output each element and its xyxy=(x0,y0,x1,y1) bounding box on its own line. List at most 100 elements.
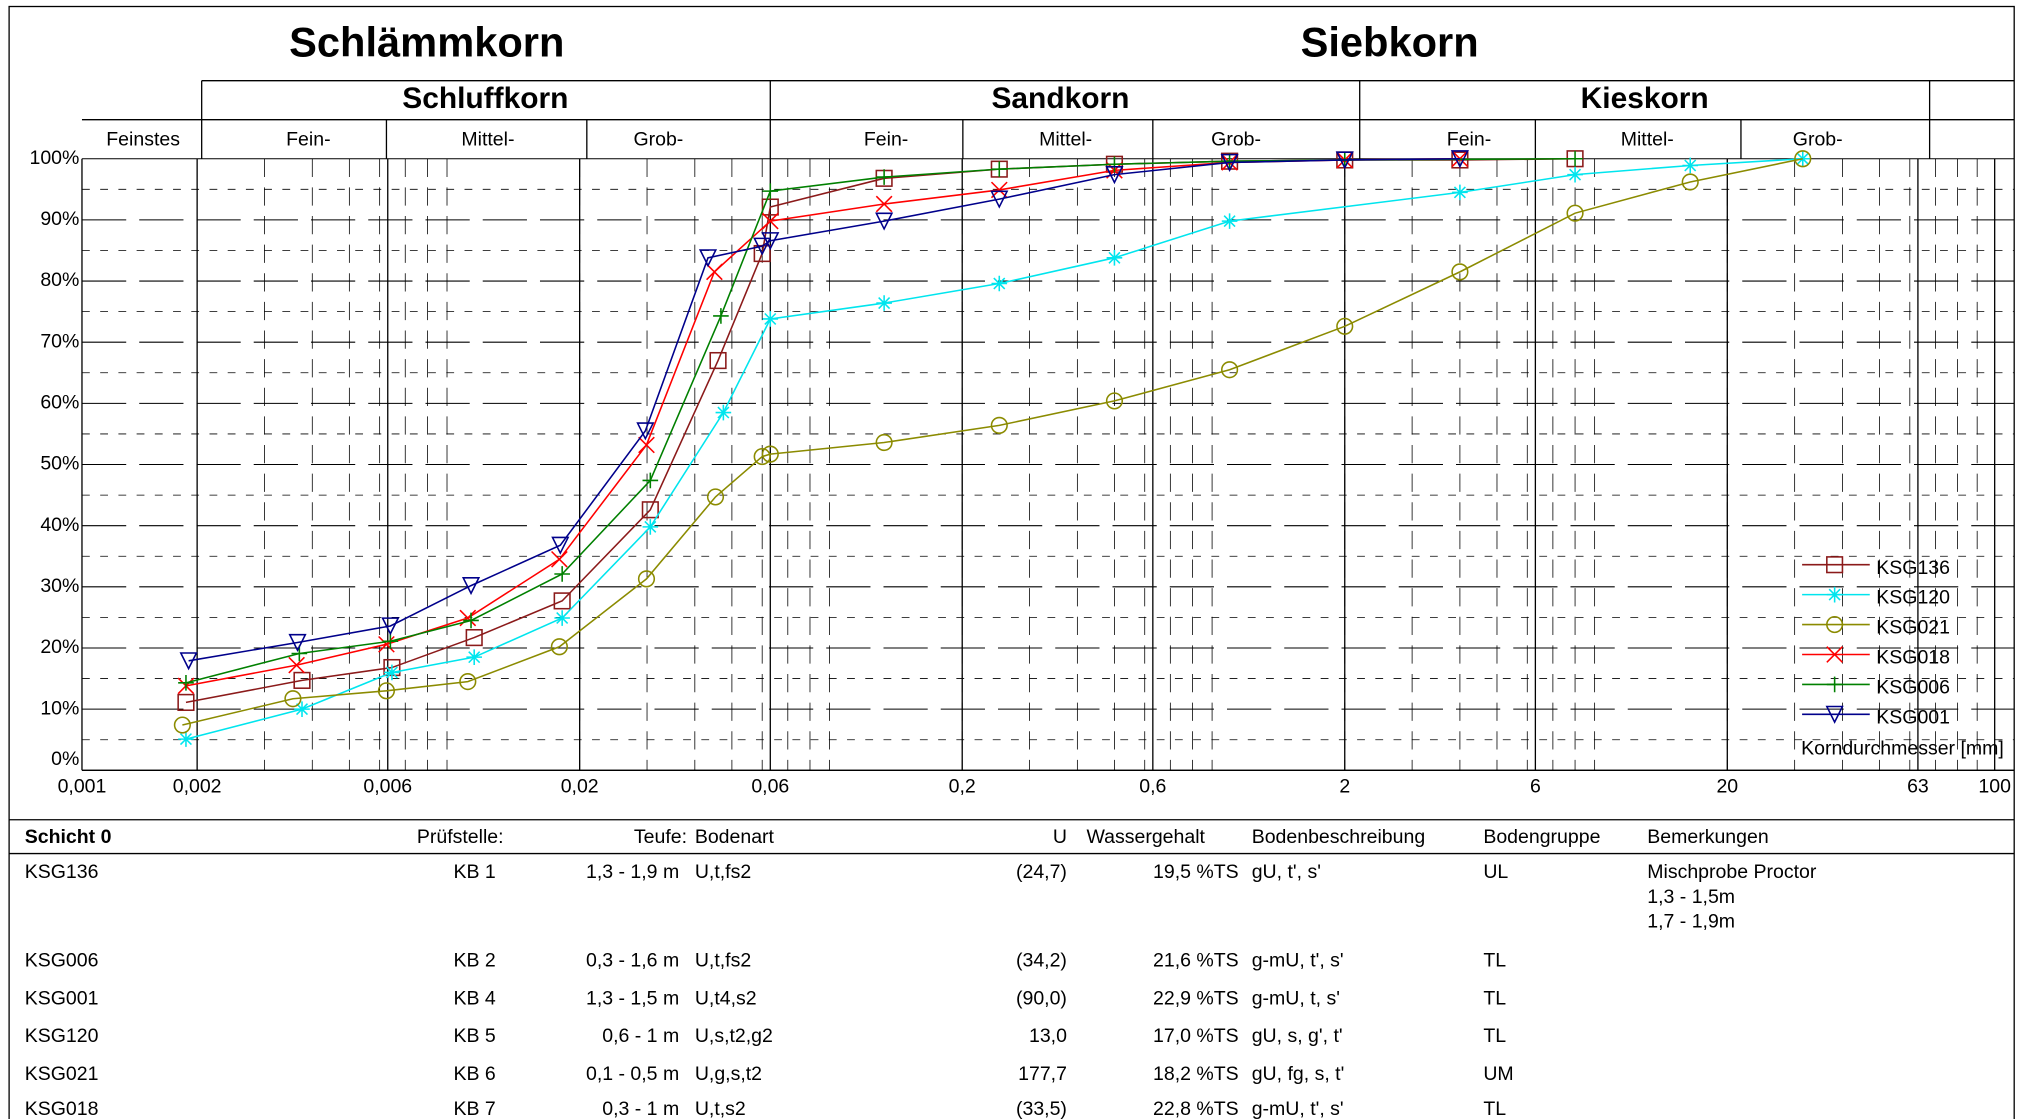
fraction-label: Mittel- xyxy=(1621,129,1674,151)
x-tick-label: 0,002 xyxy=(173,775,222,797)
table-cell: 0,3 - 1,6 m xyxy=(586,950,679,972)
column-header: Bodengruppe xyxy=(1483,826,1600,848)
table-cell: KSG136 xyxy=(25,861,99,883)
marker xyxy=(876,295,892,311)
marker xyxy=(1826,586,1843,603)
table-title: Schicht 0 xyxy=(25,826,112,848)
marker xyxy=(1451,263,1469,281)
table-cell: KB 6 xyxy=(453,1063,495,1085)
column-header: Bemerkungen xyxy=(1647,826,1768,848)
x-tick-label: 0,06 xyxy=(751,775,789,797)
marker xyxy=(637,570,656,588)
x-tick-label: 63 xyxy=(1907,775,1929,797)
table-cell: U,t,s2 xyxy=(695,1098,746,1119)
marker xyxy=(1452,184,1468,201)
table-cell: 21,6 %TS xyxy=(1153,950,1239,972)
fraction-label: Mittel- xyxy=(1039,129,1092,151)
marker xyxy=(1826,556,1844,574)
y-tick-label: 60% xyxy=(40,392,79,414)
marker xyxy=(761,232,780,251)
fraction-label: Grob- xyxy=(1211,129,1261,151)
legend-label: KSG018 xyxy=(1876,647,1950,669)
marker xyxy=(1567,150,1583,167)
marker xyxy=(1220,153,1239,172)
table-cell: KB 5 xyxy=(453,1025,495,1047)
marker xyxy=(1825,705,1844,724)
marker xyxy=(1336,317,1354,335)
table-cell: UL xyxy=(1483,861,1508,883)
marker xyxy=(642,472,659,489)
y-tick-label: 70% xyxy=(40,330,79,352)
marker xyxy=(761,212,779,230)
marker xyxy=(991,161,1008,177)
header-separators xyxy=(201,80,1931,159)
marker xyxy=(288,656,305,674)
x-tick-label: 0,2 xyxy=(949,775,976,797)
marker xyxy=(706,263,723,281)
table-cell: 13,0 xyxy=(1029,1025,1067,1047)
marker xyxy=(288,633,307,653)
marker xyxy=(377,682,396,700)
fraction-label: Grob- xyxy=(1793,129,1843,151)
marker xyxy=(554,566,570,582)
column-header: Wassergehalt xyxy=(1086,826,1205,848)
marker xyxy=(465,628,483,647)
marker xyxy=(382,633,399,650)
table-cell: U,s,t2,g2 xyxy=(695,1025,773,1047)
marker xyxy=(762,183,779,199)
group-label: Schluffkorn xyxy=(402,82,568,115)
table-cell: 22,9 %TS xyxy=(1153,987,1239,1009)
title: Siebkorn xyxy=(1301,19,1479,66)
column-header: Prüfstelle: xyxy=(417,826,504,848)
fraction-label: Fein- xyxy=(286,129,330,151)
table-cell: 177,7 xyxy=(1018,1063,1067,1085)
x-tick-label: 2 xyxy=(1339,775,1350,797)
marker xyxy=(990,416,1008,434)
table-cell: TL xyxy=(1483,987,1506,1009)
marker xyxy=(698,249,718,268)
table-cell: KB 4 xyxy=(453,987,495,1009)
marker xyxy=(177,693,195,711)
legend-label: KSG120 xyxy=(1876,587,1950,609)
table-cell: 18,2 %TS xyxy=(1153,1063,1239,1085)
table-cell: (33,5) xyxy=(1016,1098,1067,1119)
column-header: U xyxy=(1053,826,1067,848)
series-line xyxy=(185,157,1576,684)
table-cell: 0,1 - 0,5 m xyxy=(586,1063,679,1085)
marker xyxy=(293,671,311,689)
table-cell: gU, fg, s, t' xyxy=(1252,1063,1345,1085)
table-cell: gU, t', s' xyxy=(1252,861,1321,883)
y-tick-label: 90% xyxy=(40,208,79,230)
x-tick-label: 20 xyxy=(1716,775,1738,797)
y-tick-label: 10% xyxy=(40,697,79,719)
outer-frame xyxy=(8,5,2015,1119)
marker xyxy=(178,675,194,691)
marker xyxy=(990,190,1009,209)
marker xyxy=(294,701,310,717)
series-line xyxy=(188,157,1460,662)
table-cell: 1,3 - 1,9 m xyxy=(586,861,679,883)
title: Schlämmkorn xyxy=(289,19,564,66)
table-cell: (90,0) xyxy=(1016,987,1067,1009)
series-line xyxy=(182,157,1803,726)
marker xyxy=(713,308,729,324)
table-cell: U,t4,s2 xyxy=(695,987,757,1009)
table-cell: KSG001 xyxy=(25,987,99,1009)
marker xyxy=(459,673,477,691)
x-tick-label: 0,02 xyxy=(561,775,599,797)
table-cell: U,g,s,t2 xyxy=(695,1063,762,1085)
marker xyxy=(1826,615,1844,634)
marker xyxy=(1105,166,1124,185)
y-tick-label: 80% xyxy=(40,269,79,291)
marker xyxy=(753,237,772,256)
marker xyxy=(991,275,1008,292)
marker xyxy=(1681,173,1699,191)
marker xyxy=(461,577,481,596)
table-cell: 1,3 - 1,5 m xyxy=(586,987,679,1009)
table-cell: 0,6 - 1 m xyxy=(602,1025,679,1047)
marker xyxy=(551,536,570,555)
marker xyxy=(551,550,568,568)
marker xyxy=(381,617,400,636)
marker xyxy=(554,610,570,626)
